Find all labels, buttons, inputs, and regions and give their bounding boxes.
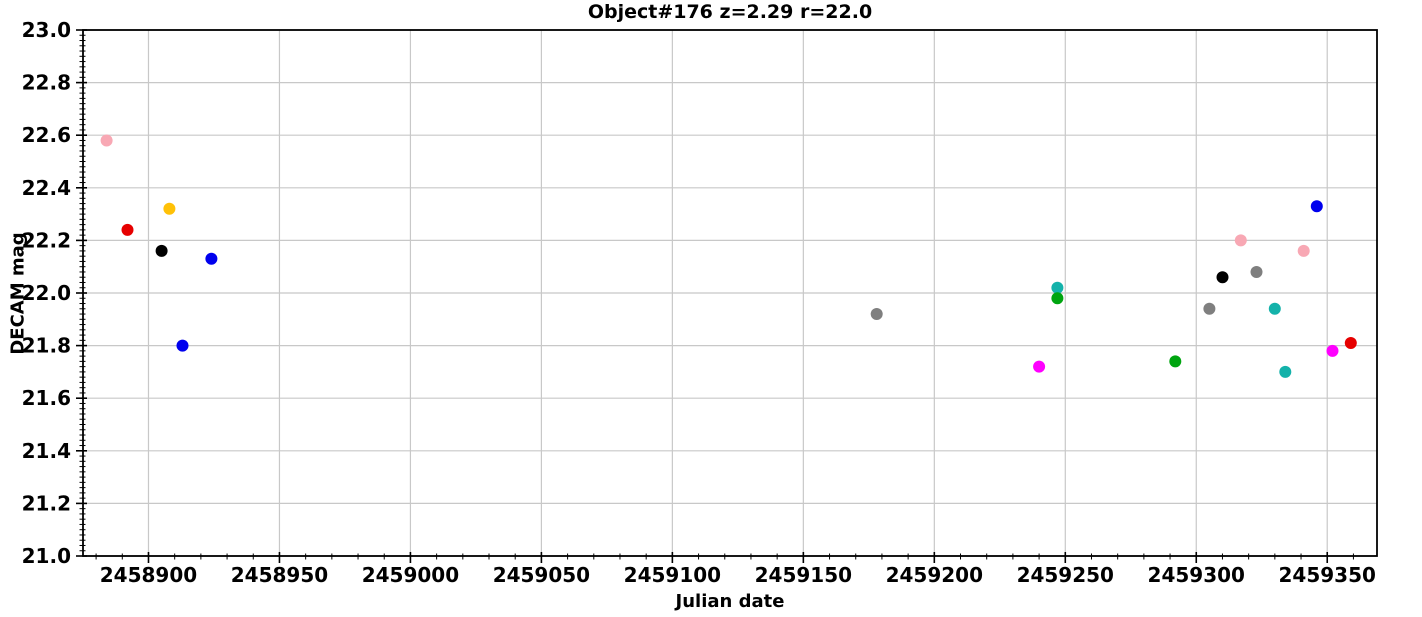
y-tick-label: 21.2 bbox=[22, 491, 71, 515]
y-tick-label: 22.2 bbox=[22, 228, 71, 252]
x-tick-label: 2459250 bbox=[1017, 563, 1114, 587]
data-point-teal bbox=[1279, 365, 1292, 378]
data-point-blue bbox=[176, 339, 189, 352]
x-axis-label: Julian date bbox=[675, 591, 785, 612]
x-tick-label: 2458900 bbox=[100, 563, 197, 587]
data-point-teal bbox=[1051, 281, 1064, 294]
data-point-pink bbox=[100, 134, 113, 147]
y-tick-label: 22.0 bbox=[22, 281, 71, 305]
data-point-magenta bbox=[1326, 344, 1339, 357]
x-tick-label: 2459350 bbox=[1279, 563, 1376, 587]
x-tick-label: 2459050 bbox=[493, 563, 590, 587]
data-point-green bbox=[1169, 355, 1182, 368]
data-point-black bbox=[1216, 271, 1229, 284]
data-point-gray bbox=[1203, 302, 1216, 315]
data-point-red bbox=[121, 223, 134, 236]
x-tick-label: 2458950 bbox=[231, 563, 328, 587]
y-tick-label: 22.6 bbox=[22, 123, 71, 147]
data-point-blue bbox=[1310, 200, 1323, 213]
data-point-gold bbox=[163, 202, 176, 215]
data-point-green bbox=[1051, 292, 1064, 305]
x-tick-label: 2459100 bbox=[624, 563, 721, 587]
y-tick-label: 21.0 bbox=[22, 544, 71, 568]
data-point-black bbox=[155, 244, 168, 257]
data-point-teal bbox=[1268, 302, 1281, 315]
data-point-gray bbox=[870, 308, 883, 320]
y-tick-label: 23.0 bbox=[22, 18, 71, 42]
y-tick-label: 22.8 bbox=[22, 71, 71, 95]
data-point-blue bbox=[205, 252, 218, 265]
y-tick-label: 21.8 bbox=[22, 334, 71, 358]
data-point-magenta bbox=[1033, 360, 1046, 373]
x-tick-label: 2459200 bbox=[886, 563, 983, 587]
plot-title: Object#176 z=2.29 r=22.0 bbox=[587, 1, 873, 23]
plot-border bbox=[82, 29, 1378, 557]
y-axis-label: DECAM mag bbox=[7, 232, 29, 355]
y-tick-label: 21.4 bbox=[22, 439, 71, 463]
data-point-red bbox=[1344, 337, 1357, 349]
y-tick-label: 21.6 bbox=[22, 386, 71, 410]
data-point-pink bbox=[1297, 244, 1310, 257]
y-tick-label: 22.4 bbox=[22, 176, 71, 200]
data-point-gray bbox=[1250, 266, 1263, 278]
x-tick-label: 2459000 bbox=[362, 563, 459, 587]
data-point-pink bbox=[1234, 234, 1247, 247]
x-tick-label: 2459300 bbox=[1148, 563, 1245, 587]
x-tick-label: 2459150 bbox=[755, 563, 852, 587]
